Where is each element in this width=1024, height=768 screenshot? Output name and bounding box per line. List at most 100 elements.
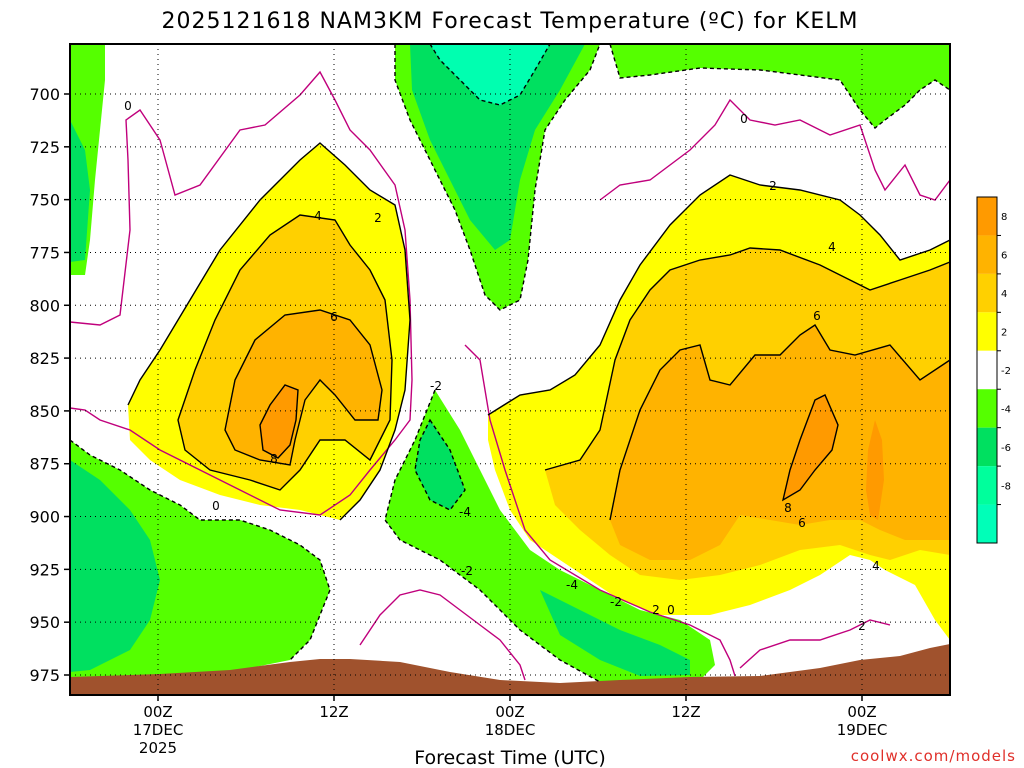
x-tick-label: 00Z [143,703,172,721]
warm-region-right-8c-a [783,395,838,500]
contour-neg2-lower [69,439,331,661]
colorbar-swatch [977,197,997,236]
colorbar: 8 6 4 2 -2 -4 -6 -8 [976,196,1011,544]
contour-labels: 0 2 4 6 8 -2 -4 -2 -4 -2 2 0 0 2 4 6 8 6… [124,99,880,633]
isotherm-0-bottom-right [739,619,891,669]
cold-region-lower-left-dark [70,460,160,672]
y-tick-label: 875 [29,455,60,474]
cold-region-lower-center [385,390,715,682]
colorbar-tick-label: -6 [1001,443,1011,454]
contour-label: -2 [461,564,473,578]
colorbar-swatch [977,504,997,543]
contour-label: 4 [828,240,836,254]
colorbar-swatch [977,389,997,428]
colorbar-tick-label: -2 [1001,366,1011,377]
grid-lines [70,44,950,695]
cold-region-lower-center-dark-2 [540,590,690,676]
contour-label: 2 [769,179,777,193]
contour-8-left [259,384,299,459]
contour-label: -2 [430,379,442,393]
y-tick-label: 950 [29,613,60,632]
contour-label: 6 [330,310,338,324]
contour-label: 0 [740,112,748,126]
contour-2-left [127,142,411,521]
x-tick-label: 19DEC [837,721,888,739]
contour-neg4-center [414,418,466,511]
credit-text: coolwx.com/models [851,747,1016,765]
contour-label: 8 [270,452,278,466]
contour-4-right [544,247,951,471]
x-tick-label: 00Z [847,703,876,721]
y-tick-label: 925 [29,560,60,579]
y-tick-label: 700 [29,85,60,104]
colorbar-swatch [977,273,997,313]
contour-label: 0 [667,603,675,617]
colorbar-tick-label: 4 [1001,289,1007,300]
contour-label: 4 [872,559,880,573]
y-tick-label: 850 [29,402,60,421]
colorbar-swatch [977,312,997,351]
warm-region-left-8c [260,385,298,458]
isotherm-0-lower [359,589,526,681]
y-tick-label: 900 [29,508,60,527]
warm-region-right-6c [610,325,950,560]
contour-2-right [487,174,951,416]
contour-4-left [177,214,393,491]
contour-lines [69,43,951,683]
contour-label: 2 [858,619,866,633]
colorbar-frame [976,196,998,544]
contour-label: 6 [798,516,806,530]
y-tick-label: 975 [29,666,60,685]
x-tick-label: 00Z [495,703,524,721]
contour-neg2-top-right [609,43,951,129]
contour-label: -2 [610,595,622,609]
cold-region-top-center-dark [410,44,585,250]
isotherm-0-center [464,344,736,677]
contour-neg2-top [394,43,601,311]
x-tick-label: 12Z [319,703,348,721]
cold-region-upper-left-dark [70,120,90,262]
contour-8-right [781,394,839,502]
contour-label: 2 [374,211,382,225]
contour-label: 0 [212,499,220,513]
contour-neg4-top [429,43,551,106]
plot-area: 0 2 4 6 8 -2 -4 -2 -4 -2 2 0 0 2 4 6 8 6… [69,43,951,696]
terrain-ground [70,644,950,695]
x-tick-label: 12Z [671,703,700,721]
y-axis: 700 725 750 775 800 825 850 875 900 925 950 975 [29,85,70,685]
x-tick-label: 17DEC [133,721,184,739]
colorbar-swatch [977,235,997,274]
contour-label: 8 [784,501,792,515]
colorbar-swatch [977,350,997,390]
cold-region-lower-center-dark [415,420,465,510]
warm-region-right-8c-b [866,420,884,520]
contour-6-right [609,324,951,521]
chart-title: 2025121618 NAM3KM Forecast Temperature (… [162,9,859,34]
colorbar-swatch [977,427,997,467]
contour-label: -4 [566,578,578,592]
contour-label: 2 [652,603,660,617]
colorbar-tick-label: -4 [1001,404,1011,415]
contour-label: -4 [459,505,471,519]
isotherm-0-left [69,70,413,516]
x-axis-label: Forecast Time (UTC) [414,747,605,768]
colorbar-swatch [977,466,997,505]
cold-region-top-center-core [430,44,550,105]
y-tick-label: 825 [29,349,60,368]
colorbar-tick-label: -8 [1001,481,1011,492]
x-tick-label: 18DEC [485,721,536,739]
colorbar-tick-label: 8 [1001,212,1007,223]
isotherm-0-right [599,98,951,201]
x-tick-label: 2025 [139,739,177,757]
colorbar-tick-label: 6 [1001,251,1007,262]
cold-region-top-right [610,44,950,128]
contour-label: 4 [314,209,322,223]
y-tick-label: 750 [29,191,60,210]
contour-label: 0 [124,99,132,113]
y-tick-label: 775 [29,243,60,262]
colorbar-tick-label: 2 [1001,328,1007,339]
contour-label: 6 [813,309,821,323]
y-tick-label: 725 [29,138,60,157]
